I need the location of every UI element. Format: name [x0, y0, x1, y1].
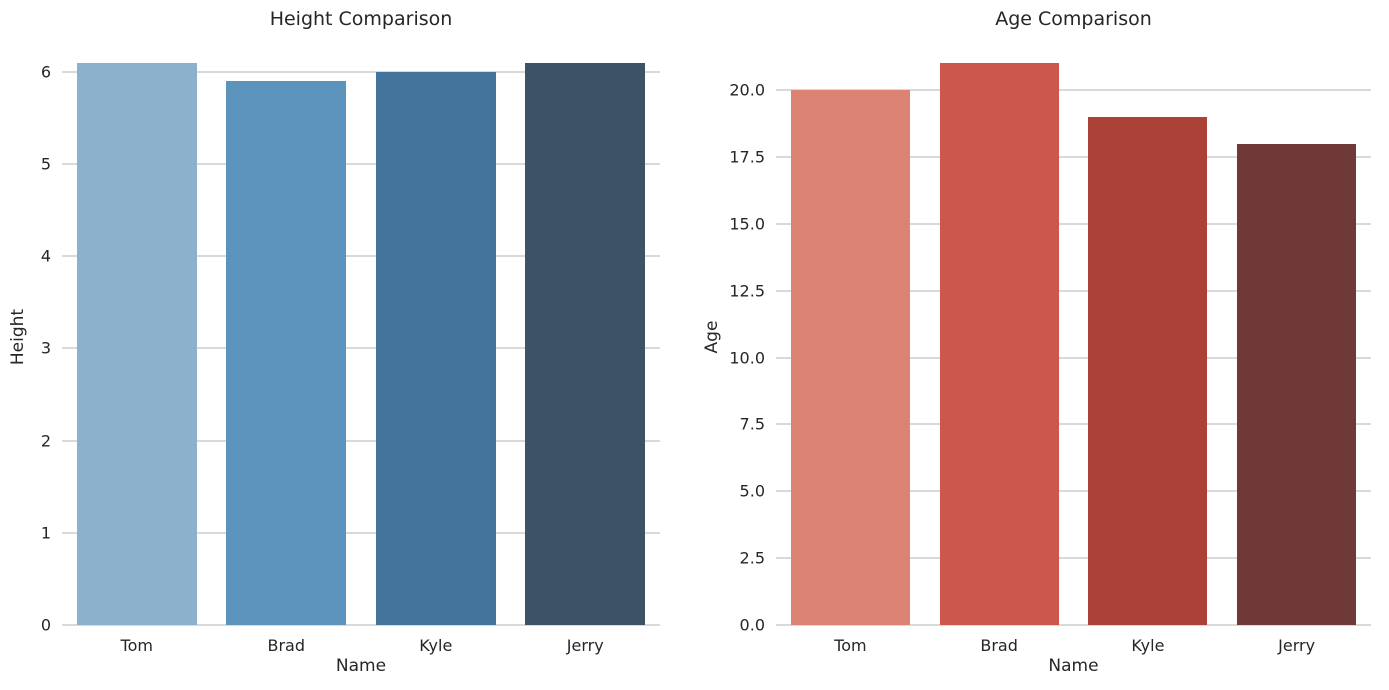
x-tick-label: Kyle: [1131, 636, 1165, 655]
y-gridline: [62, 163, 660, 166]
age-chart-panel: Age Comparison Age 0.0 2.5 5.0 7.5 10.0 12.5 1…: [694, 0, 1388, 690]
y-gridline: [776, 89, 1371, 92]
y-tick-label: 17.5: [729, 147, 765, 167]
bar-brad: [226, 81, 347, 625]
y-gridline: [62, 439, 660, 442]
y-gridline: [62, 347, 660, 350]
x-tick-label: Tom: [120, 636, 153, 655]
age-chart-title: Age Comparison: [995, 8, 1152, 30]
y-tick-label: 2: [40, 431, 51, 451]
x-tick-label: Brad: [980, 636, 1018, 655]
y-tick-label: 4: [40, 246, 51, 266]
bar-brad: [939, 63, 1059, 625]
y-gridline: [776, 222, 1371, 225]
bar-jerry: [1237, 143, 1357, 625]
y-gridline: [776, 289, 1371, 292]
height-x-axis-label: Name: [335, 656, 387, 676]
x-tick-label: Kyle: [419, 636, 453, 655]
x-tick-label: Tom: [834, 636, 867, 655]
height-y-axis-label: Height: [8, 308, 28, 366]
bar-tom: [76, 62, 197, 625]
y-tick-label: 5.0: [739, 481, 765, 501]
age-plot-area: 0.0 2.5 5.0 7.5 10.0 12.5 15.0 17.5 20.0 Tom Brad K…: [729, 46, 1371, 655]
age-x-axis-label: Name: [1048, 656, 1099, 676]
x-tick-label: Jerry: [566, 636, 604, 655]
y-gridline: [62, 70, 660, 73]
bar-kyle: [1088, 116, 1208, 625]
y-tick-label: 7.5: [739, 414, 765, 434]
y-tick-label: 1: [40, 523, 51, 543]
y-tick-label: 12.5: [729, 281, 765, 301]
y-tick-label: 2.5: [739, 548, 765, 568]
y-tick-label: 20.0: [729, 80, 765, 100]
y-gridline: [776, 624, 1371, 626]
y-gridline: [776, 423, 1371, 426]
y-tick-label: 0.0: [739, 615, 765, 635]
age-y-axis-label: Age: [702, 320, 722, 354]
y-tick-label: 5: [40, 154, 51, 174]
y-tick-label: 0: [40, 615, 51, 635]
y-gridline: [776, 557, 1371, 560]
y-gridline: [62, 255, 660, 258]
y-tick-label: 10.0: [729, 348, 765, 368]
bar-tom: [790, 90, 910, 625]
y-tick-label: 6: [40, 62, 51, 82]
y-gridline: [776, 356, 1371, 359]
y-gridline: [776, 490, 1371, 493]
y-gridline: [776, 156, 1371, 158]
y-gridline: [62, 531, 660, 534]
y-tick-label: 3: [40, 338, 51, 358]
bar-jerry: [525, 62, 646, 625]
height-plot-area: 0 1 2 3 4 5 6 Tom Brad Kyle Jerry: [41, 46, 660, 655]
x-tick-label: Jerry: [1278, 636, 1316, 655]
height-chart-panel: Height Comparison Height 0 1 2 3 4 5 6 Tom Brad K…: [0, 0, 694, 690]
x-tick-label: Brad: [267, 636, 306, 655]
bar-kyle: [375, 71, 496, 625]
y-gridline: [62, 624, 660, 626]
y-tick-label: 15.0: [729, 214, 765, 234]
height-chart-title: Height Comparison: [269, 8, 453, 30]
